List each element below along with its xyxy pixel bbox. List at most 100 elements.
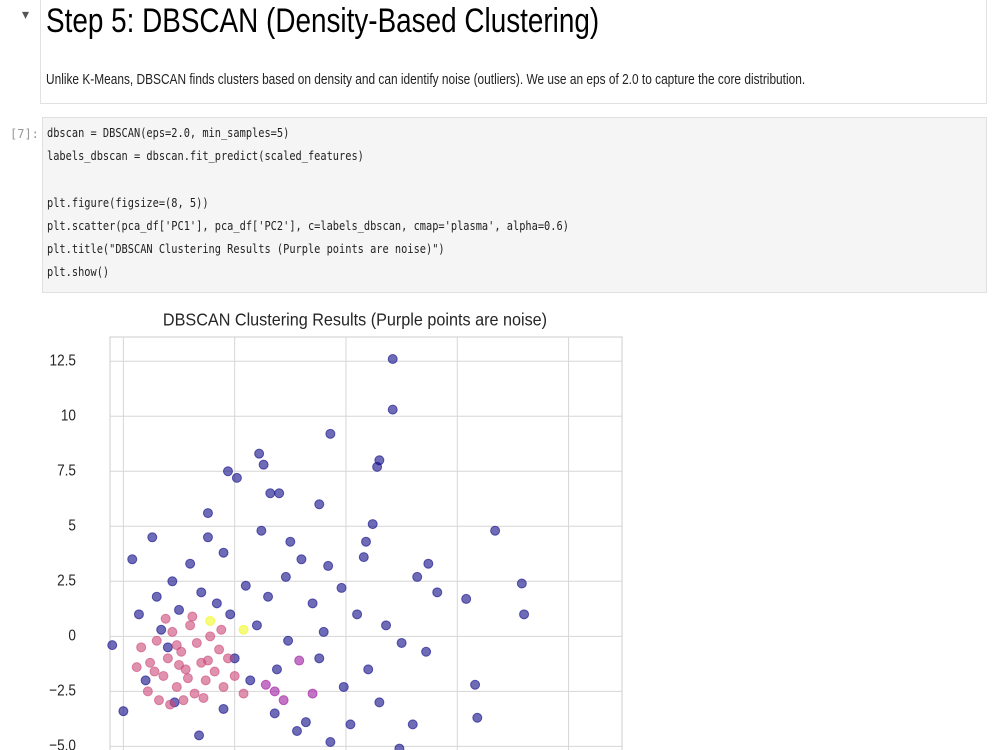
scatter-point xyxy=(142,686,153,697)
scatter-point xyxy=(218,681,229,692)
scatter-point xyxy=(314,653,325,664)
scatter-point xyxy=(216,624,227,635)
code-line: plt.title("DBSCAN Clustering Results (Pu… xyxy=(47,242,445,256)
scatter-point xyxy=(412,571,423,582)
code-line: plt.show() xyxy=(47,265,110,279)
scatter-point xyxy=(182,673,193,684)
scatter-point xyxy=(325,736,336,747)
scatter-point xyxy=(209,666,220,677)
scatter-point xyxy=(374,455,385,466)
scatter-point xyxy=(470,679,481,690)
scatter-point xyxy=(174,659,185,670)
scatter-point xyxy=(158,670,169,681)
scatter-point xyxy=(307,598,318,609)
y-tick-label: −5.0 xyxy=(49,738,76,750)
scatter-point xyxy=(271,664,282,675)
code-cell[interactable] xyxy=(42,117,987,293)
heading: Step 5: DBSCAN (Density-Based Clustering… xyxy=(46,2,600,40)
scatter-point xyxy=(225,609,236,620)
scatter-point xyxy=(118,706,129,717)
scatter-point xyxy=(345,719,356,730)
code-line: labels_dbscan = dbscan.fit_predict(scale… xyxy=(47,149,364,163)
scatter-point xyxy=(167,576,178,587)
y-tick-label: 7.5 xyxy=(57,463,76,480)
scatter-point xyxy=(151,635,162,646)
scatter-point xyxy=(107,640,118,651)
scatter-point xyxy=(229,670,240,681)
cell-prompt: [7]: xyxy=(10,127,39,141)
scatter-point xyxy=(269,708,280,719)
scatter-point xyxy=(231,472,242,483)
scatter-point xyxy=(256,525,267,536)
scatter-point xyxy=(240,580,251,591)
scatter-point xyxy=(133,609,144,620)
scatter-point xyxy=(202,532,213,543)
scatter-point xyxy=(205,631,216,642)
scatter-point xyxy=(283,635,294,646)
scatter-point xyxy=(280,571,291,582)
scatter-point xyxy=(278,695,289,706)
scatter-point xyxy=(171,640,182,651)
scatter-point xyxy=(265,488,276,499)
scatter-point xyxy=(263,591,274,602)
scatter-point xyxy=(325,428,336,439)
scatter-point xyxy=(269,686,280,697)
scatter-point xyxy=(461,593,472,604)
y-tick-label: −2.5 xyxy=(49,683,76,700)
scatter-point xyxy=(238,688,249,699)
scatter-point xyxy=(202,508,213,519)
scatter-point xyxy=(519,609,530,620)
scatter-point xyxy=(218,703,229,714)
scatter-point xyxy=(396,637,407,648)
scatter-point xyxy=(285,536,296,547)
scatter-point xyxy=(394,743,405,750)
scatter-point xyxy=(258,459,269,470)
scatter-point xyxy=(291,725,302,736)
scatter-point xyxy=(174,604,185,615)
scatter-point xyxy=(189,688,200,699)
scatter-point xyxy=(490,525,501,536)
scatter-point xyxy=(185,558,196,569)
markdown-cell[interactable] xyxy=(40,0,987,104)
y-tick-label: 12.5 xyxy=(50,353,76,370)
y-tick-label: 0 xyxy=(68,628,76,645)
scatter-point xyxy=(151,591,162,602)
scatter-point xyxy=(202,655,213,666)
scatter-point xyxy=(162,642,173,653)
scatter-point xyxy=(185,620,196,631)
scatter-point xyxy=(423,558,434,569)
scatter-point xyxy=(153,695,164,706)
scatter-point xyxy=(127,554,138,565)
scatter-point xyxy=(251,620,262,631)
scatter-point xyxy=(367,519,378,530)
scatter-point xyxy=(336,582,347,593)
scatter-point xyxy=(171,681,182,692)
scatter-point xyxy=(162,653,173,664)
scatter-point xyxy=(198,692,209,703)
scatter-point xyxy=(358,552,369,563)
scatter-point xyxy=(387,354,398,365)
scatter-point xyxy=(381,620,392,631)
scatter-point xyxy=(254,448,265,459)
scatter-point xyxy=(167,626,178,637)
scatter-point xyxy=(352,609,363,620)
scatter-point xyxy=(205,615,216,626)
chart-title: DBSCAN Clustering Results (Purple points… xyxy=(163,310,547,330)
scatter-point xyxy=(136,642,147,653)
scatter-point xyxy=(421,646,432,657)
scatter-point xyxy=(214,644,225,655)
y-tick-label: 10 xyxy=(61,408,76,425)
scatter-point xyxy=(131,662,142,673)
code-line: plt.scatter(pca_df['PC1'], pca_df['PC2']… xyxy=(47,219,569,233)
scatter-point xyxy=(314,499,325,510)
y-tick-label: 5 xyxy=(68,518,76,535)
code-line: plt.figure(figsize=(8, 5)) xyxy=(47,196,209,210)
scatter-point xyxy=(361,536,371,547)
scatter-point xyxy=(160,613,171,624)
scatter-point xyxy=(165,699,176,710)
scatter-point xyxy=(338,681,349,692)
collapse-arrow[interactable]: ▾ xyxy=(22,6,30,22)
scatter-point xyxy=(156,624,167,635)
y-tick-label: 2.5 xyxy=(57,573,76,590)
